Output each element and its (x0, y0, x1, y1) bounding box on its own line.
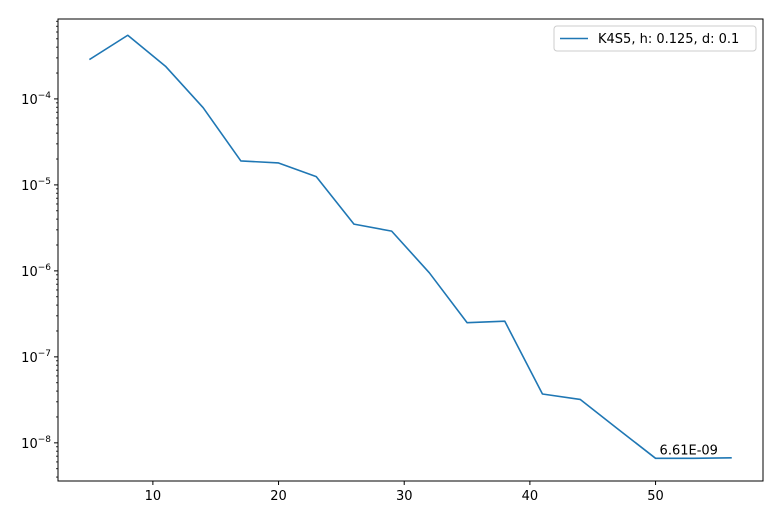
plot-frame (57, 18, 764, 482)
y-tick-exponent: −8 (38, 435, 52, 445)
legend-label: K4S5, h: 0.125, d: 0.1 (598, 32, 739, 47)
x-tick-label: 10 (145, 489, 162, 504)
legend: K4S5, h: 0.125, d: 0.1 (553, 25, 757, 52)
y-tick-exponent: −6 (38, 263, 52, 273)
y-tick-exponent: −5 (38, 177, 51, 187)
x-tick-label: 50 (647, 489, 664, 504)
y-tick-label: 10−7 (21, 349, 51, 366)
y-tick-label: 10−5 (21, 177, 51, 194)
y-tick-base: 10 (21, 437, 38, 452)
y-tick-exponent: −4 (38, 91, 52, 101)
y-tick-label: 10−4 (21, 91, 51, 108)
y-tick-base: 10 (21, 93, 38, 108)
y-tick-exponent: −7 (38, 349, 51, 359)
y-tick-base: 10 (21, 265, 38, 280)
y-tick-label: 10−6 (21, 263, 51, 280)
y-tick-label: 10−8 (21, 435, 51, 452)
y-tick-base: 10 (21, 351, 38, 366)
min-value-annotation: 6.61E-09 (660, 443, 718, 458)
annotations: 6.61E-09 (660, 443, 718, 458)
legend-box (553, 25, 757, 52)
x-tick-label: 40 (522, 489, 539, 504)
series-line-0 (88, 34, 732, 460)
plot-area (88, 34, 732, 460)
x-tick-label: 30 (396, 489, 413, 504)
x-tick-label: 20 (270, 489, 287, 504)
y-tick-base: 10 (21, 179, 38, 194)
